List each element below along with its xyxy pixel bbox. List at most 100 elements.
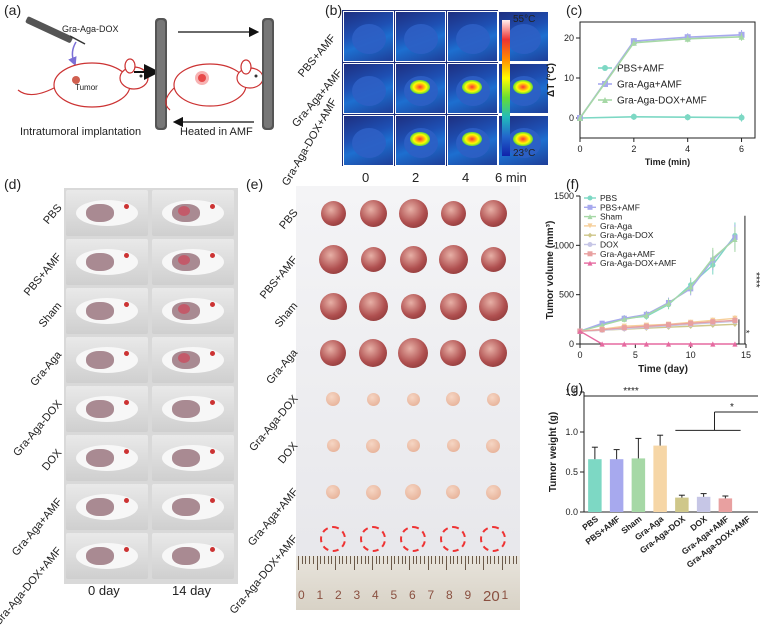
significance-label: **** (750, 272, 761, 288)
shaved-skin (86, 449, 114, 467)
data-point (710, 319, 716, 325)
tumor-bump (178, 206, 190, 216)
x-tick-label: 10 (686, 350, 696, 360)
mouse-silhouette (456, 24, 490, 54)
tumor-specimen (360, 247, 386, 272)
ruler-tick (434, 556, 436, 564)
ruler-tick (471, 556, 473, 564)
time-label: 2 (412, 170, 420, 185)
ruler-tick (298, 556, 299, 570)
data-point (710, 341, 716, 347)
tumor-specimen (319, 292, 347, 320)
y-axis-label: ΔT (°C) (546, 63, 557, 97)
mouse-silhouette (352, 76, 386, 106)
mouse-photo (66, 435, 148, 481)
tumor-specimen (406, 392, 420, 406)
ruler-tick (331, 556, 333, 564)
series-line (579, 238, 736, 332)
mouse-body (162, 347, 224, 373)
legend-label: Sham (600, 212, 622, 222)
ruler-number: 1 (316, 588, 324, 602)
time-label: 0 (362, 170, 370, 185)
panel-label-b: (b) (325, 2, 343, 18)
ruler-tick (312, 556, 314, 564)
tumor-row-label: PBS+AMF (258, 253, 301, 301)
data-point (738, 33, 745, 40)
y-tick-label: 10 (564, 73, 574, 83)
hotspot (462, 80, 482, 94)
tumor-specimen (479, 338, 507, 367)
needle-label: Gra-Aga-DOX (62, 24, 119, 34)
x-tick-label: 2 (631, 144, 636, 154)
tumor-specimen (405, 484, 421, 500)
tumor-specimen (359, 338, 387, 367)
mouse-body (162, 298, 224, 324)
ruler-tick (423, 556, 425, 564)
mouse-body (76, 494, 138, 520)
legend-label: Gra-Aga-DOX (600, 230, 654, 240)
series-Gra-Aga-DOX+AMF (577, 32, 745, 121)
thermal-image (343, 11, 394, 62)
hotspot (513, 80, 533, 94)
ruler-tick (453, 556, 455, 564)
ruler-tick (416, 556, 418, 564)
ruler-number: 4 (372, 588, 379, 602)
legend-label: Gra-Aga (600, 221, 632, 231)
ruler-tick (305, 556, 307, 564)
legend-label: Gra-Aga-DOX+AMF (617, 96, 707, 107)
ruler-tick (501, 556, 503, 570)
ruler-tick (405, 556, 407, 564)
tumor-specimen (406, 439, 420, 452)
tumor-specimen (480, 247, 506, 272)
series-line (579, 319, 735, 332)
legend-label: PBS+AMF (617, 64, 664, 75)
ruler-tick (449, 556, 451, 564)
shaved-skin (86, 204, 114, 222)
mouse-silhouette (404, 24, 438, 54)
shaved-skin (172, 449, 200, 467)
tumor-specimen (485, 484, 501, 500)
heated-mouse-icon (165, 59, 264, 111)
series-Gra-Aga+AMF (577, 317, 738, 334)
mouse-body (162, 445, 224, 471)
mouse-body (162, 200, 224, 226)
shaved-skin (172, 498, 200, 516)
day14-label: 14 day (172, 583, 212, 598)
ruler-tick (420, 556, 422, 564)
coil-right-icon (262, 18, 274, 130)
mouse-body (76, 445, 138, 471)
y-tick-label: 1500 (554, 191, 574, 201)
legend-label: Gra-Aga+AMF (617, 80, 682, 91)
ruler-number: 1 (501, 588, 509, 602)
data-point (587, 204, 593, 210)
y-tick-label: 0 (569, 339, 574, 349)
series-line (579, 115, 742, 119)
y-tick-label: 20 (564, 33, 574, 43)
photo-row-label: DOX (40, 447, 65, 474)
mouse-eye-icon (124, 400, 129, 405)
data-point (621, 316, 627, 322)
y-tick-label: 1.5 (565, 387, 578, 397)
mouse-silhouette (507, 24, 541, 54)
y-axis-label: Tumor weight (g) (548, 412, 559, 492)
ruler-tick (353, 556, 355, 570)
shaved-skin (86, 400, 114, 418)
ruler-tick (490, 556, 492, 564)
x-axis-label: Time (min) (645, 157, 690, 167)
chart-f-tumor-volume: 0 5 10 15 0 500 1000 1500 Time (day) Tumor volume… (545, 191, 761, 375)
x-tick-label: 5 (633, 350, 638, 360)
mouse-eye-icon (124, 204, 129, 209)
x-tick-label: 4 (685, 144, 690, 154)
ruler-tick (486, 556, 488, 564)
thermal-image (395, 115, 446, 166)
tumor-row-label: Gra-Aga-DOX+AMF (227, 532, 301, 616)
thermal-image (447, 11, 498, 62)
ruler-tick (372, 556, 373, 570)
ruler-tick (394, 556, 396, 564)
ruler-tick (383, 556, 385, 564)
data-point (587, 242, 593, 247)
panel-label-e: (e) (246, 176, 264, 192)
x-tick-label: 0 (577, 144, 582, 154)
tumor-specimen (318, 245, 348, 274)
mouse-photo (66, 239, 148, 285)
